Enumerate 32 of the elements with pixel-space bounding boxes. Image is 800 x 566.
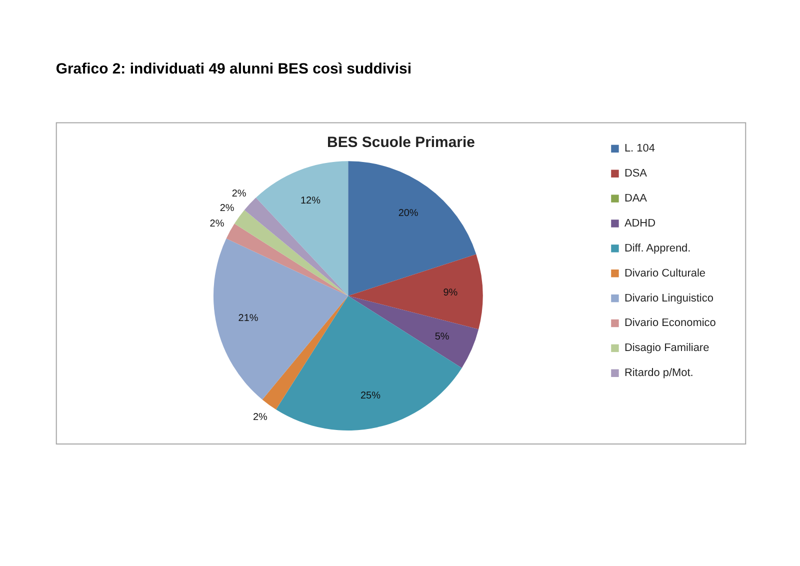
pie-slice (214, 238, 348, 400)
pie-slice (348, 161, 476, 296)
data-label: 21% (238, 313, 258, 324)
data-label: 2% (252, 412, 268, 423)
data-label: 12% (300, 196, 321, 207)
legend-label: Diff. Apprend. (624, 242, 691, 254)
data-label: 5% (434, 331, 450, 342)
legend-label: Disagio Familiare (624, 342, 710, 354)
pie-slice (262, 296, 348, 410)
data-label: 2% (220, 202, 234, 214)
legend-label: DAA (624, 192, 648, 205)
legend-label: ADHD (624, 217, 656, 230)
pie-slice (348, 296, 479, 368)
pie-slice (234, 210, 348, 296)
legend-label: Ritardo p/Mot. (624, 367, 694, 380)
data-label: 2% (210, 218, 224, 230)
pie-slice (226, 224, 348, 296)
legend-label: Divario Culturale (624, 267, 706, 280)
legend-label: Divario Linguistico (624, 292, 714, 304)
pie-slice (276, 296, 462, 430)
data-label: 2% (232, 188, 246, 200)
chart-title: BES Scuole Primarie (327, 134, 475, 152)
data-label: 25% (360, 390, 381, 402)
legend-label: L. 104 (624, 142, 655, 155)
legend-label: DSA (624, 168, 648, 180)
data-label: 9% (443, 288, 458, 299)
pie-slice (256, 161, 348, 296)
pie-slice (244, 198, 348, 296)
pie-slice (348, 254, 483, 330)
legend-label: Divario Economico (624, 317, 716, 330)
text: Grafico 2: individuati 49 alunni BES così suddivisi (56, 60, 412, 78)
data-label: 20% (398, 208, 418, 220)
